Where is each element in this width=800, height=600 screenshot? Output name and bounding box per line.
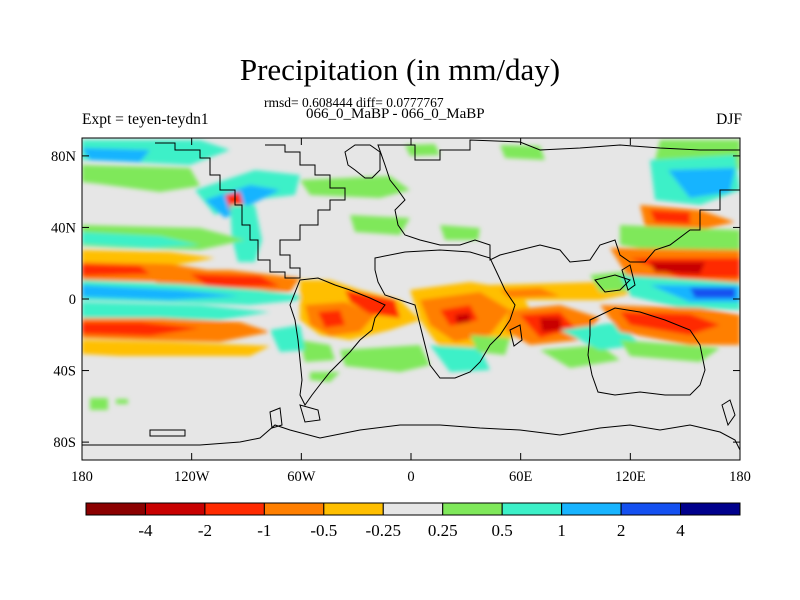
anomaly-patch	[345, 290, 400, 318]
colorbar-label: -0.5	[310, 521, 337, 540]
anomaly-patch	[82, 340, 270, 356]
anomaly-patch	[82, 285, 240, 300]
colorbar-swatch	[263, 502, 325, 516]
colorbar-label: 0.25	[428, 521, 458, 540]
lon-tick-label: 120E	[615, 469, 646, 485]
coastline-maritime	[594, 264, 636, 293]
anomaly-patch	[340, 345, 430, 372]
anomaly-patch	[455, 313, 470, 324]
anomaly-patch	[310, 372, 340, 382]
anomaly-patch	[540, 318, 562, 332]
longitude-axis: 180 120W 60W 0 60E 120E 180	[71, 138, 751, 485]
lat-tick-label: 80S	[53, 435, 76, 451]
colorbar-label: -4	[138, 521, 153, 540]
anomaly-patch	[300, 176, 410, 198]
anomaly-patch	[318, 310, 345, 328]
comparison-subtitle: 066_0_MaBP - 066_0_MaBP	[306, 106, 485, 122]
colorbar-swatch	[501, 502, 563, 516]
colorbar-swatch	[144, 502, 206, 516]
coastline-greenland	[344, 144, 381, 179]
colorbar: -4 -2 -1 -0.5 -0.25 0.25 0.5 1 2 4	[85, 502, 741, 540]
anomaly-patch	[90, 398, 108, 410]
plot-title: Precipitation (in mm/day)	[239, 52, 561, 87]
anomaly-patch	[405, 144, 440, 156]
colorbar-swatch	[323, 502, 384, 516]
colorbar-label: -0.25	[366, 521, 401, 540]
lat-tick-label: 40S	[53, 364, 76, 380]
anomaly-patch	[440, 225, 480, 240]
anomaly-patch	[668, 168, 735, 198]
anomaly-patch	[230, 205, 262, 262]
lon-tick-label: 60E	[509, 469, 533, 485]
lon-tick-label: 120W	[174, 469, 210, 485]
colorbar-label: -2	[198, 521, 212, 540]
colorbar-swatch	[85, 502, 146, 516]
anomaly-patch	[650, 210, 690, 224]
coastline-australia	[587, 307, 706, 396]
colorbar-label: 4	[676, 521, 685, 540]
lat-tick-label: 40N	[51, 220, 77, 236]
coastline-antarctic-peninsula	[269, 407, 283, 429]
anomaly-patch	[270, 325, 305, 352]
anomaly-patch	[620, 312, 720, 335]
anomaly-patch	[620, 340, 720, 362]
anomaly-patch	[205, 185, 280, 218]
lon-tick-label: 180	[71, 469, 93, 485]
stats-subtitle: rmsd= 0.608444 diff= 0.0777767	[264, 95, 444, 110]
anomaly-patch	[190, 274, 280, 288]
lon-tick-label: 60W	[287, 469, 316, 485]
anomaly-patch	[300, 340, 335, 362]
lon-tick-label: 0	[407, 469, 414, 485]
experiment-label: Expt = teyen-teydn1	[82, 111, 209, 128]
anomaly-patch	[82, 264, 150, 276]
coastline-madagascar	[509, 324, 523, 347]
anomaly-patch	[620, 225, 740, 255]
anomaly-patch	[650, 262, 705, 274]
anomaly-patch	[350, 215, 410, 235]
colorbar-swatch	[382, 502, 444, 516]
coastline-south-america	[289, 277, 386, 406]
anomaly-patch	[82, 165, 200, 192]
anomaly-patch	[500, 145, 545, 160]
anomaly-patch	[116, 399, 128, 404]
anomaly-patch	[690, 288, 735, 298]
coastline-africa	[374, 249, 516, 379]
colorbar-swatch	[442, 502, 503, 516]
colorbar-swatch	[561, 502, 622, 516]
coastline-south-america-tip	[299, 404, 321, 423]
colorbar-label: 0.5	[492, 521, 513, 540]
lat-tick-label: 0	[69, 292, 76, 308]
anomaly-patch	[540, 345, 620, 368]
lat-tick-label: 80N	[51, 149, 77, 165]
anomaly-patch	[82, 250, 215, 266]
colorbar-swatch	[680, 502, 741, 516]
anomaly-patch	[500, 288, 560, 298]
anomaly-patch	[82, 302, 270, 320]
colorbar-swatch	[204, 502, 265, 516]
coastline-north-america	[155, 142, 346, 279]
anomaly-patch	[82, 232, 200, 248]
coastline-eurasia	[377, 139, 740, 263]
latitude-axis: 80N 40N 0 40S 80S	[51, 149, 740, 451]
lon-tick-label: 180	[729, 469, 751, 485]
coastline-new-zealand	[721, 399, 736, 427]
coastlines	[82, 139, 740, 460]
colorbar-swatch	[620, 502, 682, 516]
coastline-antarctica	[82, 424, 740, 460]
precip-anomaly-field	[82, 140, 740, 410]
anomaly-patch	[82, 322, 200, 336]
anomaly-patch	[430, 345, 490, 372]
colorbar-label: 1	[557, 521, 566, 540]
colorbar-label: -1	[257, 521, 271, 540]
colorbar-label: 2	[617, 521, 626, 540]
season-label: DJF	[716, 111, 742, 128]
anomaly-patch	[82, 148, 150, 162]
